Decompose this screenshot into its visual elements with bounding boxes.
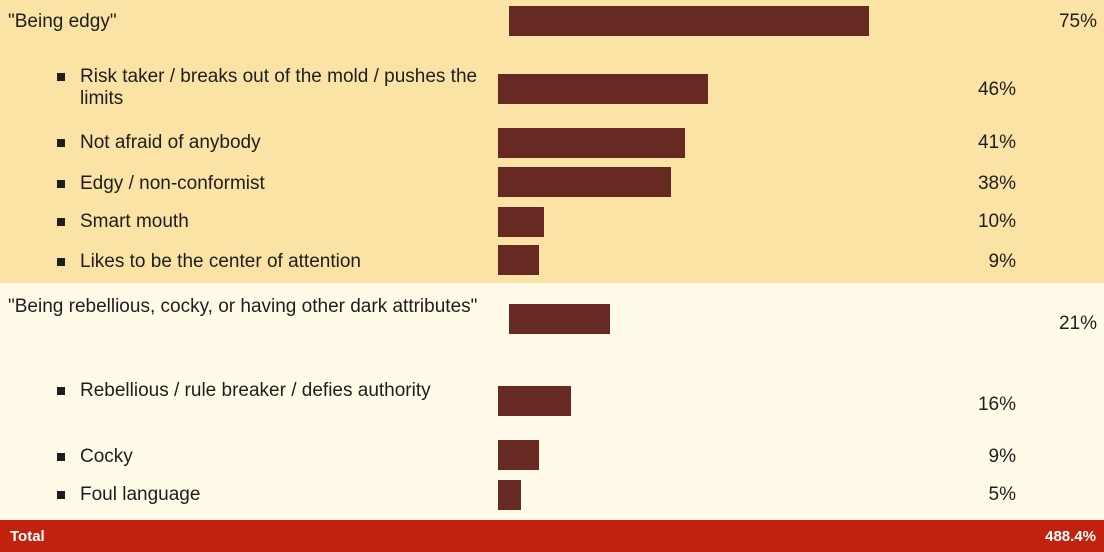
bullet-icon	[57, 387, 65, 395]
bullet-icon	[57, 139, 65, 147]
bullet-icon	[57, 491, 65, 499]
item-value: 9%	[988, 446, 1016, 467]
item-label: Risk taker / breaks out of the mold / pu…	[80, 66, 478, 109]
bullet-icon	[57, 180, 65, 188]
total-row: Total 488.4%	[0, 520, 1104, 552]
group-2-label: "Being rebellious, cocky, or having othe…	[8, 296, 478, 317]
item-bar	[498, 440, 540, 470]
item-label: Cocky	[80, 446, 133, 467]
bullet-icon	[57, 453, 65, 461]
group-1-label: "Being edgy"	[8, 11, 117, 32]
bullet-icon	[57, 258, 65, 266]
item-bar	[498, 480, 521, 510]
item-value: 38%	[977, 173, 1016, 194]
item-bar	[498, 207, 544, 237]
item-value: 10%	[977, 211, 1016, 232]
item-value: 16%	[977, 394, 1016, 415]
item-bar	[498, 74, 708, 104]
group-2-value: 21%	[1058, 313, 1097, 334]
item-label: Rebellious / rule breaker / defies autho…	[80, 380, 431, 401]
item-bar	[498, 386, 571, 416]
item-label: Edgy / non-conformist	[80, 173, 265, 194]
group-1-bar	[509, 6, 869, 36]
item-value: 46%	[977, 79, 1016, 100]
item-bar	[498, 167, 672, 197]
total-value: 488.4%	[1045, 528, 1096, 545]
item-label: Foul language	[80, 484, 201, 505]
item-label: Likes to be the center of attention	[80, 251, 361, 272]
item-bar	[498, 128, 685, 158]
total-label: Total	[10, 528, 45, 545]
item-bar	[498, 245, 540, 275]
bullet-icon	[57, 218, 65, 226]
item-value: 41%	[977, 132, 1016, 153]
item-value: 5%	[988, 484, 1016, 505]
item-value: 9%	[988, 251, 1016, 272]
item-label: Smart mouth	[80, 211, 189, 232]
bullet-icon	[57, 73, 65, 81]
item-label: Not afraid of anybody	[80, 132, 261, 153]
group-1-value: 75%	[1058, 11, 1097, 32]
group-2-bar	[509, 304, 610, 334]
